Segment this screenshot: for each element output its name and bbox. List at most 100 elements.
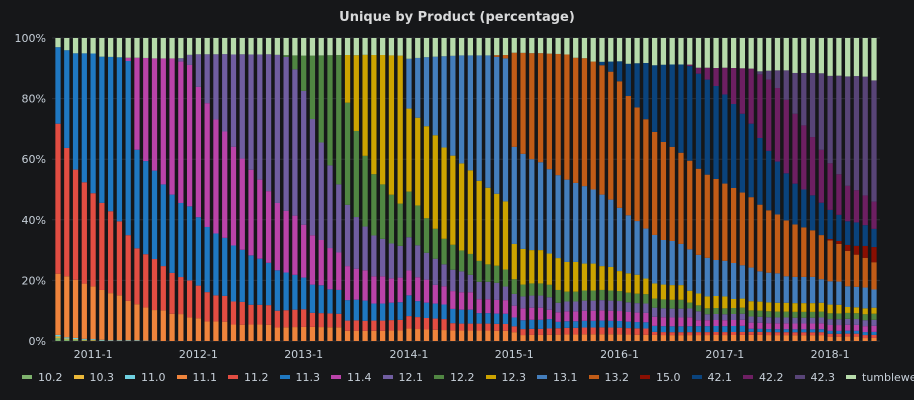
bar-segment-tumbleweed[interactable] [248,38,254,55]
bar-segment-11-3[interactable] [292,274,298,310]
bar-segment-11-2[interactable] [485,323,491,331]
bar-segment-11-1[interactable] [72,279,79,338]
bar-segment-11-2[interactable] [643,328,649,335]
bar-segment-11-3[interactable] [792,329,798,333]
bar-segment-tumbleweed[interactable] [353,38,359,56]
bar-segment-11-2[interactable] [265,305,272,325]
bar-segment-11-3[interactable] [836,330,842,334]
bar-segment-11-3[interactable] [862,332,868,336]
bar-segment-12-1[interactable] [660,308,667,318]
bar-segment-11-1[interactable] [573,334,579,341]
bar-segment-11-4[interactable] [494,299,500,314]
bar-segment-11-3[interactable] [537,319,544,329]
bar-segment-12-1[interactable] [362,226,368,271]
bar-segment-11-2[interactable] [134,248,140,305]
bar-segment-13-1[interactable] [406,58,412,109]
bar-segment-11-4[interactable] [178,61,184,203]
bar-segment-12-2[interactable] [809,311,816,318]
bar-segment-11-4[interactable] [336,252,342,290]
bar-segment-11-1[interactable] [871,337,877,341]
bar-segment-12-2[interactable] [862,314,868,321]
bar-segment-11-2[interactable] [397,319,403,331]
bar-segment-11-1[interactable] [423,329,430,341]
bar-segment-tumbleweed[interactable] [432,38,438,57]
bar-segment-12-3[interactable] [687,290,693,303]
bar-segment-12-2[interactable] [801,311,807,318]
bar-segment-11-4[interactable] [520,308,526,321]
bar-segment-11-3[interactable] [195,217,202,286]
bar-segment-12-3[interactable] [774,302,781,312]
bar-segment-11-1[interactable] [467,330,474,341]
bar-segment-42-1[interactable] [599,61,605,66]
bar-segment-42-3[interactable] [774,70,781,89]
bar-segment-tumbleweed[interactable] [625,38,631,64]
bar-segment-11-3[interactable] [652,325,658,332]
bar-segment-12-1[interactable] [309,119,316,236]
bar-segment-13-1[interactable] [669,240,675,286]
legend-item-12-3[interactable]: 12.3 [485,371,526,384]
bar-segment-11-1[interactable] [748,334,754,341]
bar-segment-42-2[interactable] [801,125,807,190]
bar-segment-11-3[interactable] [64,50,70,148]
bar-segment-11-4[interactable] [546,309,552,320]
bar-segment-12-3[interactable] [590,263,596,291]
bar-segment-42-3[interactable] [836,75,842,175]
bar-segment-11-2[interactable] [423,317,430,330]
bar-segment-tumbleweed[interactable] [362,38,368,55]
bar-segment-12-2[interactable] [634,293,640,304]
bar-segment-12-2[interactable] [494,265,500,283]
bar-segment-11-3[interactable] [669,326,675,333]
bar-segment-11-3[interactable] [695,326,702,333]
bar-segment-13-2[interactable] [853,254,860,287]
bar-segment-11-2[interactable] [160,266,166,311]
bar-segment-11-1[interactable] [318,327,324,341]
bar-segment-11-1[interactable] [643,334,649,341]
bar-segment-11-4[interactable] [301,224,307,278]
bar-segment-12-2[interactable] [704,308,710,315]
bar-segment-11-2[interactable] [537,328,544,335]
bar-segment-13-1[interactable] [520,153,526,249]
bar-segment-13-2[interactable] [625,96,631,216]
bar-segment-11-1[interactable] [836,336,842,341]
bar-segment-11-4[interactable] [678,317,684,327]
bar-segment-11-2[interactable] [222,295,228,322]
bar-segment-11-4[interactable] [143,57,149,162]
bar-segment-12-2[interactable] [590,290,596,301]
bar-segment-11-1[interactable] [739,334,746,341]
bar-segment-11-3[interactable] [169,194,175,273]
bar-segment-11-1[interactable] [722,335,728,341]
legend-item-12-2[interactable]: 12.2 [434,371,475,384]
bar-segment-11-1[interactable] [55,273,61,335]
bar-segment-11-4[interactable] [125,57,131,62]
bar-segment-11-4[interactable] [660,317,667,327]
bar-segment-tumbleweed[interactable] [116,38,123,58]
bar-segment-11-1[interactable] [669,335,675,341]
bar-segment-13-2[interactable] [809,230,816,277]
bar-segment-11-2[interactable] [616,327,623,335]
bar-segment-tumbleweed[interactable] [739,38,746,69]
bar-segment-12-1[interactable] [555,302,561,313]
bar-segment-12-2[interactable] [564,291,570,302]
bar-segment-11-2[interactable] [125,235,131,301]
bar-segment-12-3[interactable] [809,303,816,312]
bar-segment-12-1[interactable] [757,316,763,323]
bar-segment-tumbleweed[interactable] [853,38,860,77]
bar-segment-13-2[interactable] [862,257,868,288]
bar-segment-11-4[interactable] [151,58,158,171]
bar-segment-11-4[interactable] [511,305,517,318]
bar-segment-11-1[interactable] [108,293,114,341]
bar-segment-11-4[interactable] [529,307,535,320]
bar-segment-12-3[interactable] [660,284,667,300]
bar-segment-11-4[interactable] [406,270,412,296]
bar-segment-13-2[interactable] [739,192,746,266]
bar-segment-11-2[interactable] [274,310,280,328]
bar-segment-tumbleweed[interactable] [502,38,509,56]
bar-segment-tumbleweed[interactable] [265,38,272,55]
bar-segment-12-2[interactable] [502,269,509,287]
bar-segment-tumbleweed[interactable] [766,38,772,71]
bar-segment-11-1[interactable] [660,335,667,341]
bar-segment-11-2[interactable] [862,335,868,339]
bar-segment-12-3[interactable] [380,55,386,185]
bar-segment-12-2[interactable] [739,307,746,314]
bar-segment-11-4[interactable] [739,319,746,326]
